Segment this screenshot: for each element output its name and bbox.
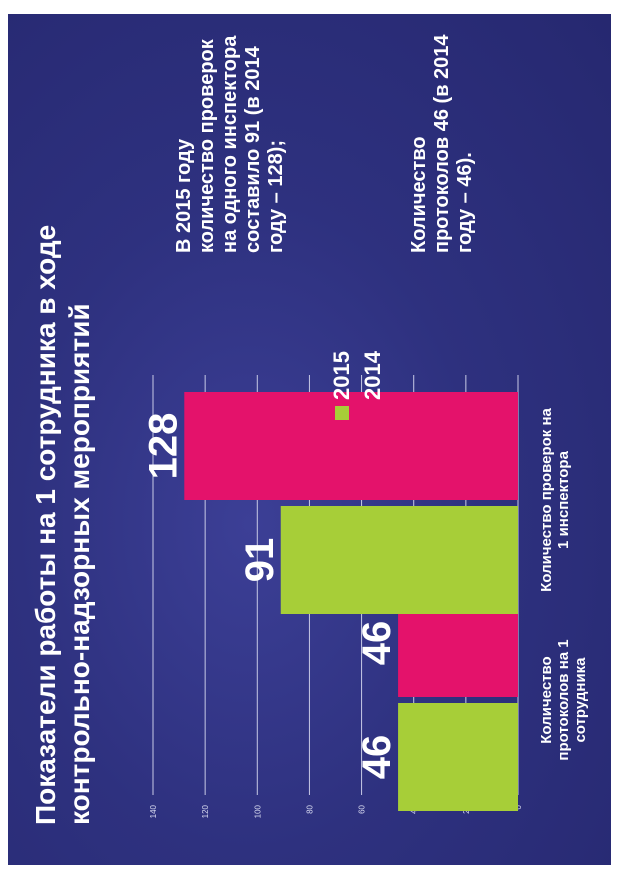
bar-2015-0 (398, 703, 519, 811)
bar-2014-0 (398, 589, 519, 697)
y-tick-label: 140 (149, 804, 158, 818)
note-inspections: В 2015 году количество проверок на одног… (173, 35, 287, 253)
bars (184, 392, 519, 811)
data-labels: 46 46 91 128 (141, 413, 399, 780)
rotated-content: Показатели работы на 1 сотрудника в ходе… (8, 14, 611, 865)
legend-label-2015: 2015 (329, 351, 354, 400)
y-tick-label: 80 (305, 804, 314, 813)
legend-item-2014: 2014 (360, 351, 385, 420)
data-label-2014-1: 128 (141, 413, 185, 480)
data-label-2014-0: 46 (355, 621, 399, 666)
legend-swatch-2015 (335, 406, 349, 420)
legend-swatch-2014 (366, 406, 380, 420)
note-protocols: Количество протоколов 46 (в 2014 году – … (408, 34, 476, 253)
y-tick-label: 60 (358, 804, 367, 813)
category-label-inspections: Количество проверок на 1 инспектора (538, 408, 572, 592)
data-label-2015-1: 91 (238, 538, 282, 583)
data-label-2015-0: 46 (355, 735, 399, 780)
y-tick-label: 100 (253, 804, 262, 818)
legend-label-2014: 2014 (360, 351, 385, 400)
y-tick-label: 0 (514, 804, 523, 809)
bar-2015-1 (280, 506, 518, 614)
category-label-protocols: Количество протоколов на 1 сотрудника (538, 639, 589, 761)
bar-2014-1 (184, 392, 519, 500)
legend-item-2015: 2015 (329, 351, 354, 420)
slide: Показатели работы на 1 сотрудника в ходе… (8, 14, 611, 865)
y-tick-label: 120 (201, 804, 210, 818)
